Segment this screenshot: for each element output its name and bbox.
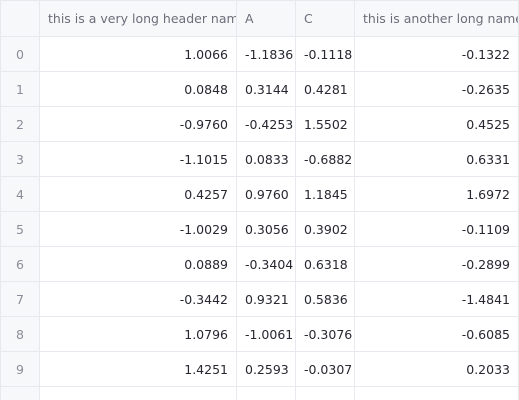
column-header-another-long-name[interactable]: this is another long name (354, 0, 519, 37)
table-cell[interactable]: 1.0066 (39, 36, 237, 72)
row-index[interactable]: 0 (0, 36, 40, 72)
table-cell[interactable]: -1.0029 (39, 211, 237, 247)
table-cell[interactable]: 1.0796 (39, 316, 237, 352)
table-cell (295, 386, 355, 400)
table-cell[interactable]: -1.1015 (39, 141, 237, 177)
table-row-partial (0, 386, 519, 400)
table-cell[interactable]: 0.2593 (236, 351, 296, 387)
table-cell[interactable]: 0.6331 (354, 141, 519, 177)
table-cell[interactable]: 0.5836 (295, 281, 355, 317)
row-index[interactable]: 7 (0, 281, 40, 317)
table-cell[interactable]: 0.9760 (236, 176, 296, 212)
row-index[interactable]: 1 (0, 71, 40, 107)
table-cell[interactable]: 0.3056 (236, 211, 296, 247)
table-row: 6 0.0889 -0.3404 0.6318 -0.2899 (0, 246, 519, 282)
row-index[interactable]: 6 (0, 246, 40, 282)
table-row: 1 0.0848 0.3144 0.4281 -0.2635 (0, 71, 519, 107)
table-row: 7 -0.3442 0.9321 0.5836 -1.4841 (0, 281, 519, 317)
table-cell[interactable]: 0.9321 (236, 281, 296, 317)
row-index[interactable]: 5 (0, 211, 40, 247)
row-index[interactable]: 2 (0, 106, 40, 142)
table-cell[interactable]: -0.2899 (354, 246, 519, 282)
table-cell[interactable]: 0.6318 (295, 246, 355, 282)
column-header-long-name[interactable]: this is a very long header name (39, 0, 237, 37)
table-cell[interactable]: 0.4257 (39, 176, 237, 212)
table-cell[interactable]: -1.4841 (354, 281, 519, 317)
table-cell[interactable]: 0.4281 (295, 71, 355, 107)
table-cell[interactable]: 0.4525 (354, 106, 519, 142)
row-index[interactable]: 3 (0, 141, 40, 177)
table-cell (39, 386, 237, 400)
table-cell[interactable]: 0.0848 (39, 71, 237, 107)
table-cell[interactable]: -0.3442 (39, 281, 237, 317)
table-cell[interactable]: 0.2033 (354, 351, 519, 387)
row-index[interactable]: 4 (0, 176, 40, 212)
table-cell[interactable]: -0.3076 (295, 316, 355, 352)
table-row: 2 -0.9760 -0.4253 1.5502 0.4525 (0, 106, 519, 142)
row-index[interactable]: 9 (0, 351, 40, 387)
table-cell[interactable]: 1.6972 (354, 176, 519, 212)
table-row: 3 -1.1015 0.0833 -0.6882 0.6331 (0, 141, 519, 177)
table-cell[interactable]: -1.0061 (236, 316, 296, 352)
table-cell[interactable]: -0.3404 (236, 246, 296, 282)
row-index (0, 386, 40, 400)
table-cell[interactable]: -0.4253 (236, 106, 296, 142)
table-cell[interactable]: 1.1845 (295, 176, 355, 212)
table-cell[interactable]: -0.2635 (354, 71, 519, 107)
table-cell[interactable]: -0.0307 (295, 351, 355, 387)
table-row: 5 -1.0029 0.3056 0.3902 -0.1109 (0, 211, 519, 247)
column-header-c[interactable]: C (295, 0, 355, 37)
table-cell[interactable]: -0.6882 (295, 141, 355, 177)
table-cell[interactable]: -0.6085 (354, 316, 519, 352)
table-cell[interactable]: 0.0889 (39, 246, 237, 282)
table-cell[interactable]: -0.1109 (354, 211, 519, 247)
table-cell (354, 386, 519, 400)
table-cell[interactable]: 0.3902 (295, 211, 355, 247)
table-cell[interactable]: -0.1118 (295, 36, 355, 72)
table-cell (236, 386, 296, 400)
table-cell[interactable]: -1.1836 (236, 36, 296, 72)
row-index[interactable]: 8 (0, 316, 40, 352)
table-row: 9 1.4251 0.2593 -0.0307 0.2033 (0, 351, 519, 387)
table-cell[interactable]: -0.1322 (354, 36, 519, 72)
table-cell[interactable]: 1.5502 (295, 106, 355, 142)
table-row: 8 1.0796 -1.0061 -0.3076 -0.6085 (0, 316, 519, 352)
table-cell[interactable]: -0.9760 (39, 106, 237, 142)
header-row: this is a very long header name A C this… (0, 0, 519, 37)
table-row: 4 0.4257 0.9760 1.1845 1.6972 (0, 176, 519, 212)
table-cell[interactable]: 0.3144 (236, 71, 296, 107)
column-header-index[interactable] (0, 0, 40, 37)
column-header-a[interactable]: A (236, 0, 296, 37)
table-cell[interactable]: 1.4251 (39, 351, 237, 387)
table-row: 0 1.0066 -1.1836 -0.1118 -0.1322 (0, 36, 519, 72)
table-cell[interactable]: 0.0833 (236, 141, 296, 177)
